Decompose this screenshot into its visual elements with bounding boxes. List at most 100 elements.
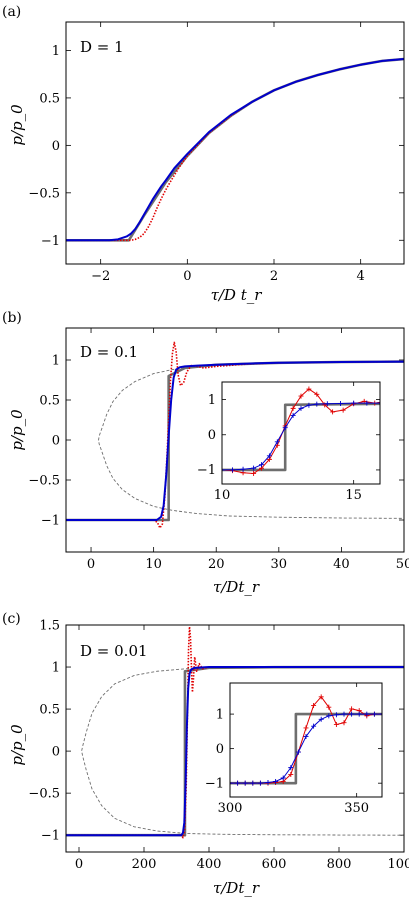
inset-data-point-marker [290,405,296,411]
y-tick-label: −1 [41,829,60,844]
inset-data-point-marker [222,467,225,473]
x-tick-label: −2 [91,269,110,284]
inset-data-point-marker [288,772,294,778]
inset-series-group [222,386,380,476]
x-tick-label: 20 [208,557,225,572]
inset-data-point-marker [318,694,324,700]
inset-data-point-marker [298,405,304,411]
axes-frame [65,624,405,853]
series-line-dashed [81,666,404,836]
y-tick-label: 0 [52,139,60,154]
inset-x-tick-label: 10 [214,488,231,503]
inset-data-point-marker [311,702,317,708]
inset-data-point-marker [371,711,377,717]
inset-data-point-marker [324,401,330,407]
inset-data-point-marker [377,399,380,405]
x-tick-label: 0 [183,269,191,284]
inset-data-point-marker [349,706,355,712]
series-line-blue-solid [66,58,404,242]
x-axis-label: τ/D t_r [211,286,263,304]
inset-axes-frame [221,381,381,485]
inset-data-point-marker [235,780,241,786]
inset-data-point-marker [338,400,343,406]
inset-y-tick-label: 1 [208,393,216,408]
plot-background [66,22,404,264]
inset-data-point-marker [311,723,317,729]
series-group [66,57,404,242]
x-tick-label: 10 [145,557,162,572]
inset-data-point-marker [257,780,263,786]
x-tick-label: 4 [357,269,365,284]
y-tick-label: 0.5 [39,394,60,409]
inset-data-point-marker [356,711,362,717]
inset-y-tick-label: −1 [197,463,216,478]
inset-data-point-marker [295,749,301,755]
y-tick-label: −1 [41,234,60,249]
y-tick-label: 1 [52,44,60,59]
inset-axes: 300 350 −1 0 1 [205,682,383,816]
y-tick-label: 1.5 [39,619,60,634]
series-line-blue-solid [66,360,404,521]
inset-data-point-marker [274,439,280,445]
y-tick-label: −0.5 [28,474,60,489]
inset-data-point-marker [340,407,346,413]
x-tick-label: 2 [270,269,278,284]
x-tick-label: 1000 [387,857,409,872]
inset-y-tick-label: 1 [216,707,224,722]
inset-data-point-marker [364,711,370,717]
series-line-red-dotted [66,625,404,839]
x-tick-label: 800 [327,857,352,872]
x-tick-label: 40 [333,557,350,572]
inset-data-point-marker [251,470,257,476]
y-axis-label: p/p_0 [8,724,26,766]
y-tick-label: 1 [52,354,60,369]
annotation-d: D = 0.01 [80,642,148,660]
panel-label: (b) [2,310,22,326]
x-tick-label: 400 [197,857,222,872]
inset-data-point-marker [322,402,328,408]
x-axis-label: τ/Dt_r [213,879,260,897]
y-tick-label: −0.5 [28,186,60,201]
x-tick-label: 30 [271,557,288,572]
panel-b: 0 10 20 30 40 50−1−0.500.51 (b) D = 0.1 τ/Dt_… [2,310,409,596]
inset-data-point-marker [273,778,279,784]
y-tick-label: 0 [52,745,60,760]
panel-label: (c) [2,611,21,627]
inset-data-point-marker [318,716,324,722]
panel-a: −2 0 2 4 −1 −0.5 0 0.5 1 (a) D = 1 τ/D t_r p/p_0 [2,4,405,304]
main-axes: −2 0 2 4 −1 −0.5 0 0.5 1 [28,21,405,284]
inset-data-point-marker [306,386,312,392]
inset-data-point-marker [351,400,357,406]
inset-x-tick-label: 350 [344,801,369,816]
x-tick-label: 0 [75,857,83,872]
panel-c: 0 200 400 600 800 1000 −1 −0.5 0 0.5 1 1.5 (c) D = … [2,611,409,897]
inset-data-point-marker [330,409,336,415]
x-axis-label: τ/Dt_r [213,578,260,596]
inset-series-group [230,694,382,786]
series-group [66,341,404,529]
series-line-red-dotted [66,341,404,529]
inset-data-point-marker [326,704,332,710]
inset-data-point-marker [377,400,380,406]
inset-data-point-marker [266,453,272,459]
inset-data-point-marker [259,462,264,468]
inset-data-point-marker [303,734,309,740]
inset-data-point-marker [326,713,332,719]
y-tick-label: 0 [52,434,60,449]
axes-frame [65,21,405,265]
axes-frame [65,327,405,553]
inset-data-point-marker [251,465,257,471]
inset-y-tick-label: 0 [208,428,216,443]
inset-data-point-marker [341,720,347,726]
inset-data-point-marker [314,401,320,407]
inset-data-point-marker [303,725,309,731]
series-group [66,625,404,839]
x-tick-label: 600 [262,857,287,872]
inset-data-point-marker [230,780,233,786]
inset-x-tick-label: 15 [345,488,362,503]
x-tick-label: 200 [132,857,157,872]
annotation-d: D = 1 [80,38,124,56]
inset-data-point-marker [288,765,294,771]
inset-data-point-marker [240,466,246,472]
